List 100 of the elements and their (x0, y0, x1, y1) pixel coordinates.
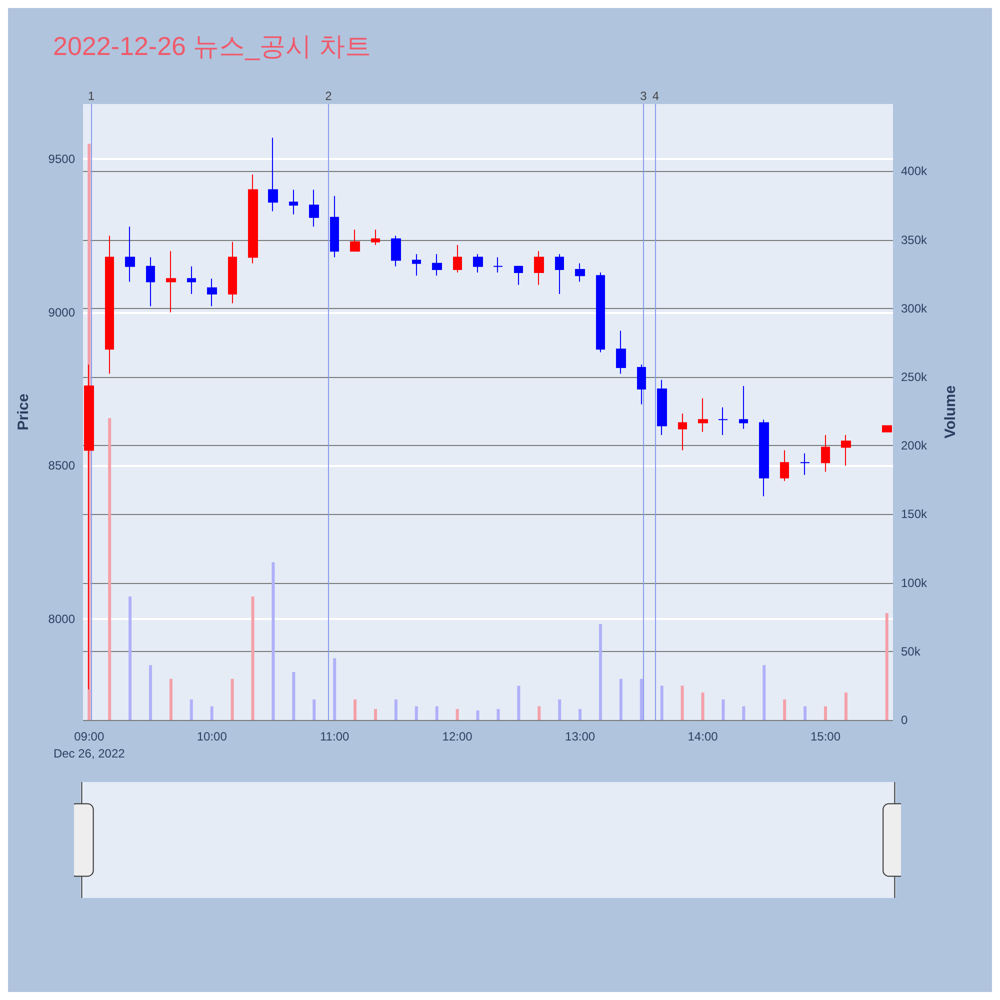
bar (230, 678, 234, 720)
bar (496, 709, 500, 720)
candlestick (146, 256, 155, 307)
y2-tick-label: 100k (901, 576, 928, 590)
bar (394, 699, 398, 720)
bar (824, 706, 827, 720)
candlestick (534, 250, 544, 286)
candlestick (125, 226, 135, 282)
candlestick (616, 330, 626, 374)
y-tick-label: 9500 (48, 152, 76, 166)
x-tick-label: 12:00 (442, 730, 473, 744)
candlestick (759, 419, 769, 497)
candlestick (698, 398, 708, 432)
bar (619, 678, 622, 720)
x-tick-label: 10:00 (196, 730, 228, 744)
y2-tick-label: 300k (901, 301, 928, 316)
candlestick (350, 229, 360, 252)
y2-tick-label: 350k (901, 232, 928, 247)
bar (640, 678, 643, 720)
bar (783, 699, 786, 720)
y-tick-label: 8500 (48, 458, 76, 473)
candlestick (309, 189, 319, 228)
candlestick (657, 379, 667, 436)
candlestick (432, 254, 442, 276)
bar (538, 706, 541, 720)
x-tick-label: 09:00 Dec 26, 2022 (53, 730, 126, 760)
candlestick (391, 235, 401, 267)
bar (210, 706, 214, 720)
candlestick (473, 254, 483, 274)
ref-line-label: 1 (88, 89, 95, 103)
x-tick-label: 13:00 (565, 730, 596, 744)
candlestick (453, 244, 462, 274)
ref-line-label: 2 (325, 89, 332, 103)
candlestick (637, 364, 646, 405)
candlestick (800, 452, 810, 476)
bar (292, 672, 296, 720)
y2-tick-label: 400k (901, 164, 928, 178)
candlestick (575, 262, 585, 282)
candlestick (228, 241, 237, 304)
candlestick (248, 174, 258, 264)
candlestick (412, 254, 421, 276)
candlestick (678, 413, 687, 451)
bar (251, 596, 254, 720)
bar (558, 699, 562, 720)
bar (476, 710, 480, 720)
bar (456, 709, 459, 720)
candlestick (289, 189, 298, 215)
bar (435, 706, 438, 720)
candlestick (821, 434, 830, 472)
x-tick-label: 14:00 (688, 730, 718, 744)
bar (844, 692, 848, 720)
bar (169, 678, 172, 720)
candlestick (841, 434, 851, 466)
bar (333, 658, 336, 720)
bar (108, 418, 112, 720)
bar (414, 706, 418, 720)
bar (272, 562, 275, 720)
x-tick-label: 11:00 (320, 730, 350, 744)
candlestick (718, 406, 728, 436)
bar (804, 706, 807, 720)
bar (128, 596, 132, 720)
y2-tick-label: 50k (901, 644, 922, 658)
y2-axis-title: Volume (942, 385, 959, 439)
bar (701, 692, 704, 720)
y-tick-label: 8000 (48, 612, 76, 626)
candlestick (105, 235, 114, 374)
y-axis-title: Price (15, 394, 32, 430)
chart-title: 2022-12-26 뉴스_공시 차트 (53, 31, 371, 61)
y2-tick-label: 150k (901, 507, 928, 522)
y2-tick-label: 250k (901, 370, 928, 384)
candlestick (555, 254, 564, 295)
ref-line-label: 4 (652, 89, 660, 103)
candlestick (166, 250, 176, 313)
candlestick (493, 256, 503, 274)
bar (374, 709, 377, 720)
bar (517, 686, 520, 720)
candlestick (187, 266, 196, 295)
bar (722, 699, 725, 720)
ref-line-label: 3 (640, 89, 648, 103)
bar (599, 624, 602, 720)
candlestick (596, 272, 605, 353)
candlestick (207, 278, 217, 307)
bar (190, 699, 193, 720)
bar (578, 709, 582, 720)
y2-tick-label: 0 (901, 713, 908, 727)
candlestick (371, 229, 380, 246)
x-tick-label: 15:00 (810, 730, 841, 744)
candlestick (882, 425, 892, 432)
bar (762, 665, 766, 720)
candlestick (739, 385, 748, 430)
bar (660, 686, 664, 720)
candlestick (330, 195, 339, 258)
bar (312, 699, 316, 720)
bar (742, 706, 746, 720)
y2-tick-label: 200k (901, 438, 928, 453)
bar (885, 612, 888, 720)
y-tick-label: 9000 (48, 305, 76, 320)
candlestick (268, 137, 278, 212)
candlestick (514, 266, 523, 286)
candlestick (780, 450, 789, 482)
